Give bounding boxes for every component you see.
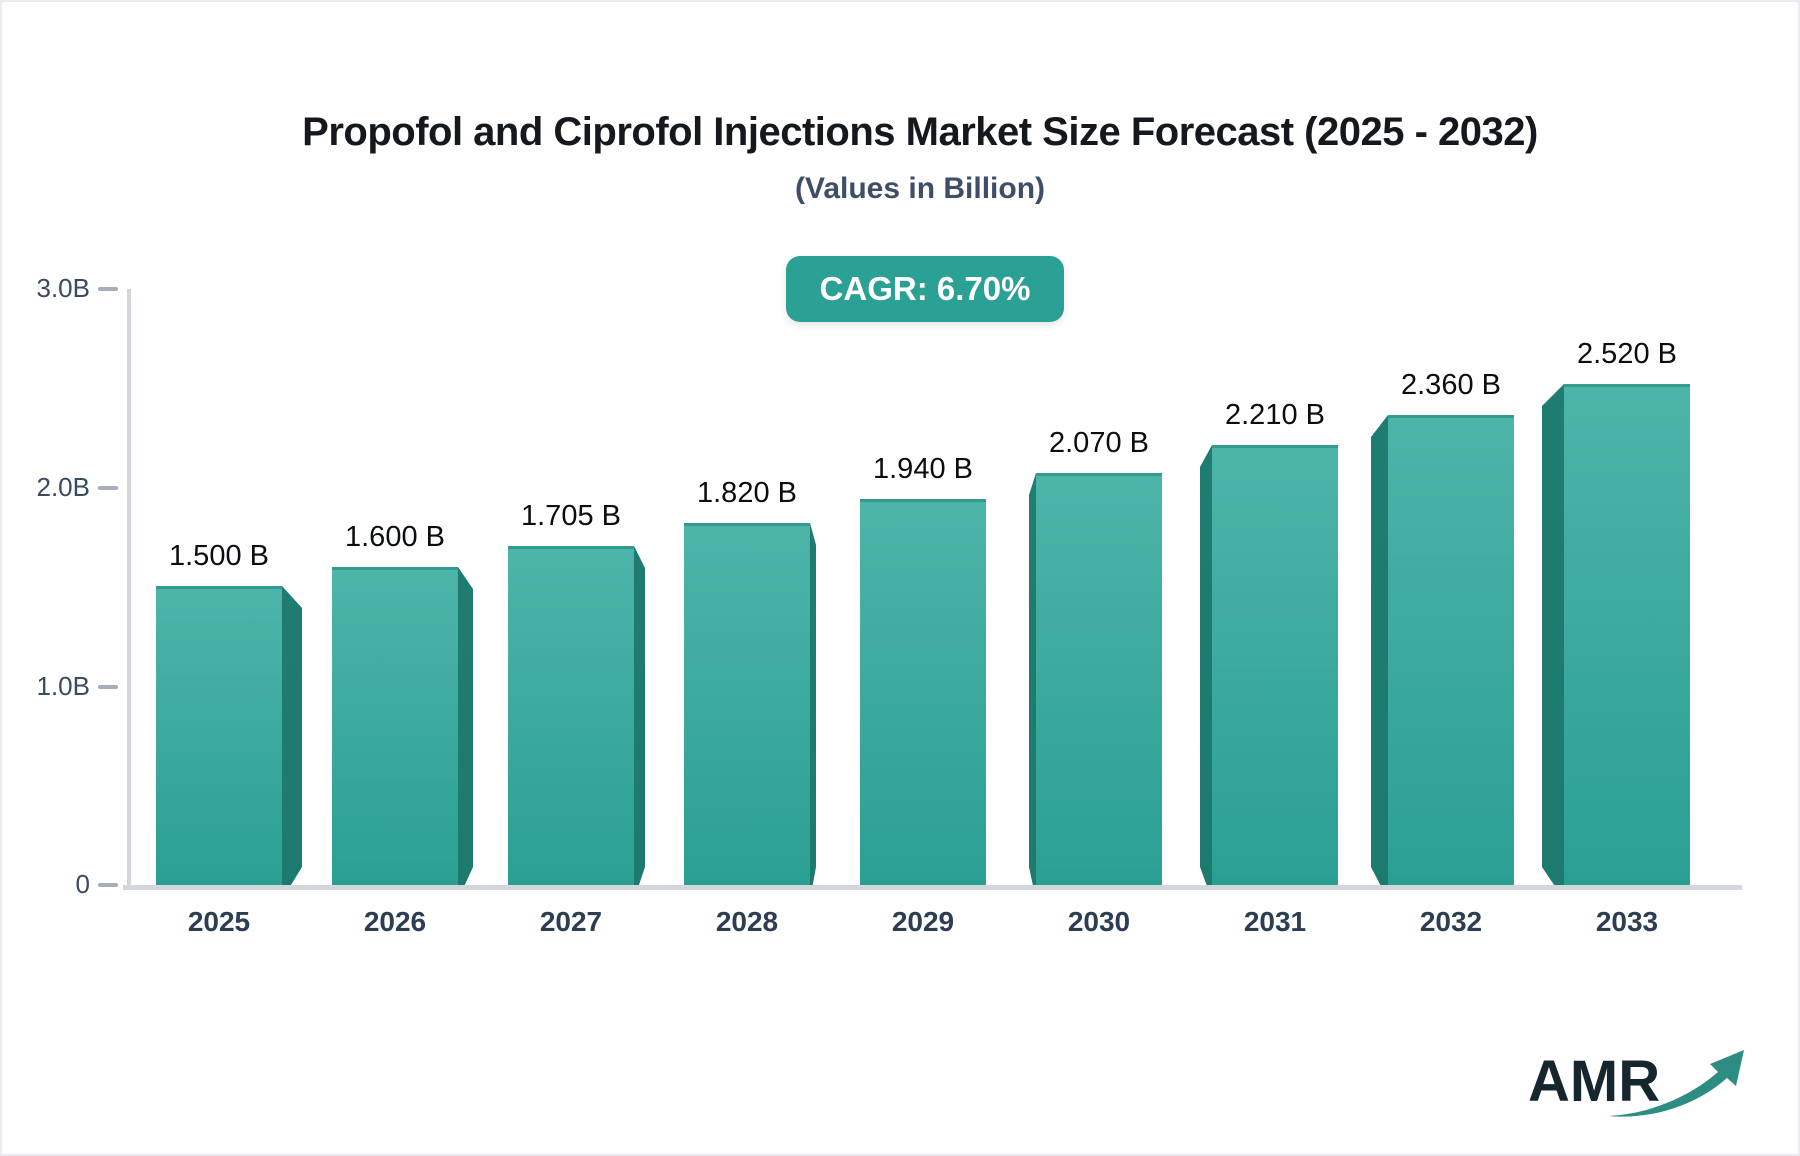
bar-value-label: 2.210 B bbox=[1225, 399, 1325, 431]
bar-face bbox=[1388, 415, 1514, 885]
x-tick-label: 2029 bbox=[891, 906, 955, 937]
y-axis-line bbox=[127, 289, 131, 890]
bar-face bbox=[860, 499, 986, 885]
chart-subtitle: (Values in Billion) bbox=[794, 172, 1046, 205]
bar-value-label: 1.600 B bbox=[345, 521, 445, 553]
bar-value-label: 1.820 B bbox=[697, 477, 797, 509]
bar-face bbox=[1212, 445, 1338, 885]
bar-side bbox=[1029, 473, 1036, 885]
y-tick-label: 0 bbox=[75, 869, 90, 899]
bar-face bbox=[508, 546, 634, 885]
y-tick-label: 1.0B bbox=[36, 671, 91, 701]
cagr-badge: CAGR: 6.70% bbox=[786, 256, 1064, 322]
y-tick-dash bbox=[98, 486, 118, 490]
bar-face bbox=[1036, 473, 1162, 885]
x-axis-line bbox=[123, 885, 1742, 890]
bar-face bbox=[156, 586, 282, 885]
x-tick-label: 2031 bbox=[1243, 906, 1307, 937]
y-tick-label: 3.0B bbox=[36, 273, 91, 303]
x-tick-label: 2030 bbox=[1067, 906, 1131, 937]
amr-logo: AMR bbox=[1528, 1042, 1744, 1122]
x-tick-label: 2033 bbox=[1595, 906, 1659, 937]
bar-side bbox=[1200, 445, 1212, 885]
x-tick-label: 2026 bbox=[363, 906, 427, 937]
x-tick-label: 2032 bbox=[1419, 906, 1483, 937]
bar-value-label: 1.705 B bbox=[521, 500, 621, 532]
bar-face bbox=[332, 567, 458, 885]
bar-face bbox=[1564, 384, 1690, 885]
bar-side bbox=[1542, 384, 1564, 885]
y-tick-dash bbox=[98, 883, 118, 887]
bar-side bbox=[1371, 415, 1388, 885]
bar-value-label: 1.940 B bbox=[873, 453, 973, 485]
x-tick-label: 2027 bbox=[539, 906, 603, 937]
bar-face bbox=[684, 523, 810, 885]
bar-value-label: 2.520 B bbox=[1577, 338, 1677, 370]
y-tick-label: 2.0B bbox=[36, 472, 91, 502]
chart-title: Propofol and Ciprofol Injections Market … bbox=[302, 110, 1538, 154]
amr-logo-text: AMR bbox=[1528, 1049, 1661, 1114]
bar-value-label: 2.360 B bbox=[1401, 369, 1501, 401]
y-tick-dash bbox=[98, 685, 118, 689]
growth-arrow-icon bbox=[1608, 1050, 1744, 1117]
x-tick-label: 2025 bbox=[187, 906, 251, 937]
x-tick-label: 2028 bbox=[715, 906, 779, 937]
bar-value-label: 1.500 B bbox=[169, 540, 269, 572]
bar-side bbox=[282, 586, 302, 885]
bar-value-label: 2.070 B bbox=[1049, 427, 1149, 459]
bar-side bbox=[810, 523, 816, 885]
bar-side bbox=[458, 567, 473, 885]
y-tick-dash bbox=[98, 287, 118, 291]
bar-side bbox=[634, 546, 645, 885]
